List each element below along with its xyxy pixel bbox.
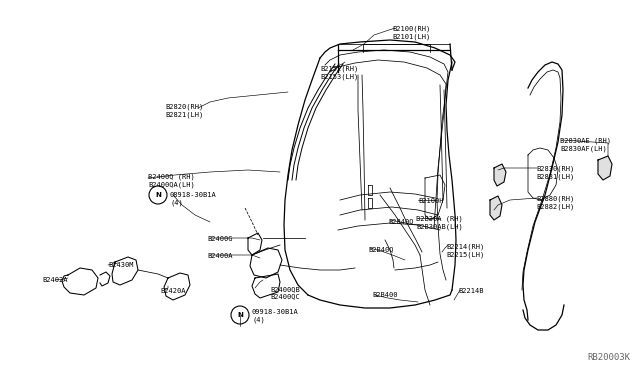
Text: B2B40Q: B2B40Q xyxy=(368,246,394,252)
Text: B2100H: B2100H xyxy=(418,198,444,204)
Text: B2B400: B2B400 xyxy=(372,292,397,298)
Text: B2214B: B2214B xyxy=(458,288,483,294)
Polygon shape xyxy=(598,156,612,180)
Text: B2400Q (RH)
B2400QA(LH): B2400Q (RH) B2400QA(LH) xyxy=(148,174,195,189)
Text: N: N xyxy=(155,192,161,198)
Text: B2B30A (RH)
B2B30AB(LH): B2B30A (RH) B2B30AB(LH) xyxy=(416,215,463,230)
Text: B2830AE (RH)
B2830AF(LH): B2830AE (RH) B2830AF(LH) xyxy=(560,138,611,153)
Text: B2820(RH)
B2821(LH): B2820(RH) B2821(LH) xyxy=(165,104,204,119)
Text: B2100(RH)
B2101(LH): B2100(RH) B2101(LH) xyxy=(392,26,430,41)
Text: B2402A: B2402A xyxy=(42,277,67,283)
Text: B2830(RH)
B2831(LH): B2830(RH) B2831(LH) xyxy=(536,166,574,180)
Text: 09918-30B1A
(4): 09918-30B1A (4) xyxy=(252,309,299,323)
Text: B2400G: B2400G xyxy=(207,236,232,242)
Polygon shape xyxy=(490,196,502,220)
Text: B2880(RH)
B2882(LH): B2880(RH) B2882(LH) xyxy=(536,196,574,211)
Text: N: N xyxy=(237,312,243,318)
Text: B2840Q: B2840Q xyxy=(388,218,413,224)
Text: B2400QB
B2400QC: B2400QB B2400QC xyxy=(270,286,300,299)
Text: B2430M: B2430M xyxy=(108,262,134,268)
Polygon shape xyxy=(494,164,506,186)
Text: 08918-30B1A
(4): 08918-30B1A (4) xyxy=(170,192,217,206)
Text: B2400A: B2400A xyxy=(207,253,232,259)
Text: RB20003K: RB20003K xyxy=(587,353,630,362)
Text: B2420A: B2420A xyxy=(160,288,186,294)
Text: B2214(RH)
B2215(LH): B2214(RH) B2215(LH) xyxy=(446,243,484,257)
Text: B2152(RH)
B2153(LH): B2152(RH) B2153(LH) xyxy=(320,66,358,80)
